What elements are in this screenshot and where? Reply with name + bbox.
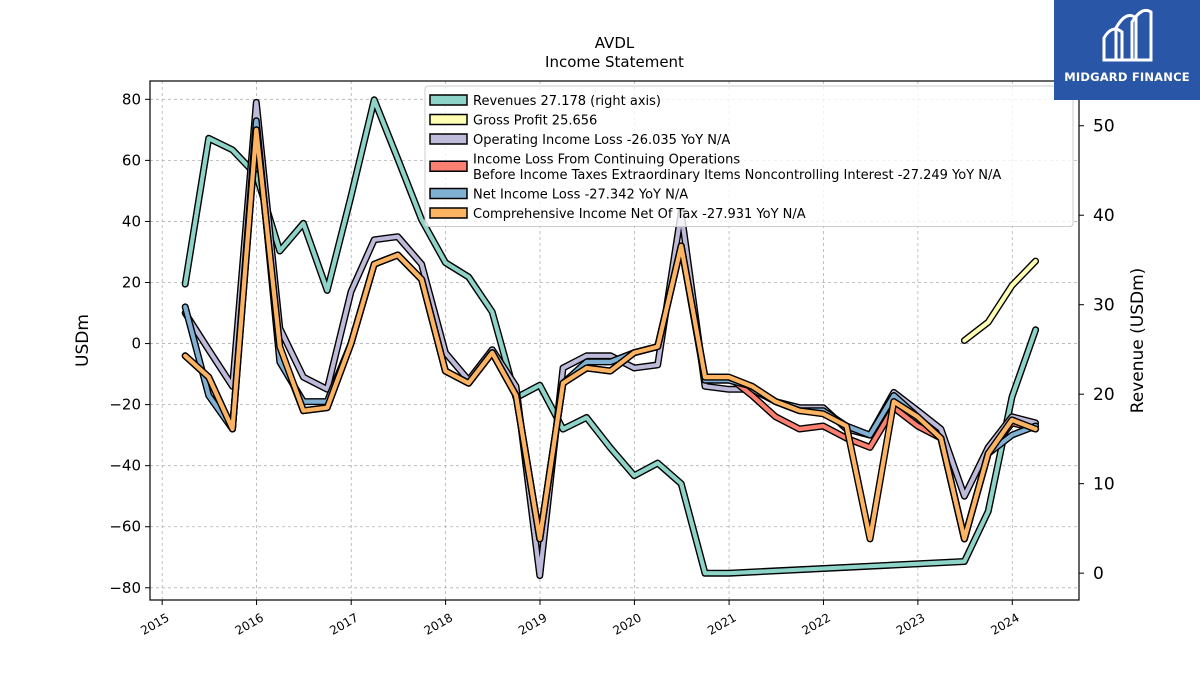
y-tick-label: −80 xyxy=(109,579,141,597)
y-tick-label: −60 xyxy=(109,518,141,536)
legend-label-3: Before Income Taxes Extraordinary Items … xyxy=(473,168,1001,183)
y2-tick-label: 50 xyxy=(1093,117,1115,137)
chart-subtitle: Income Statement xyxy=(545,53,684,71)
legend-label-0: Revenues 27.178 (right axis) xyxy=(473,94,661,109)
x-tick-label: 2020 xyxy=(610,610,643,637)
series-0-line xyxy=(183,97,1038,576)
y-tick-label: 0 xyxy=(131,335,141,353)
chart-title: AVDL xyxy=(595,34,635,52)
x-tick-label: 2024 xyxy=(988,610,1021,637)
legend-label-2: Operating Income Loss -26.035 YoY N/A xyxy=(473,133,730,148)
series-1-line xyxy=(962,259,1038,343)
plot-frame xyxy=(149,80,1080,601)
series-layer xyxy=(181,96,1040,580)
legend-swatch-4 xyxy=(429,187,468,200)
y-tick-label: 20 xyxy=(122,273,141,291)
x-tick-label: 2022 xyxy=(800,610,833,637)
x-tick-label: 2016 xyxy=(233,610,266,637)
y2-tick-label: 0 xyxy=(1093,564,1104,584)
y2-tick-label: 10 xyxy=(1093,475,1115,495)
y2-tick-label: 30 xyxy=(1093,296,1115,316)
legend-swatch-2 xyxy=(429,133,468,145)
logo-mark-icon xyxy=(1102,8,1153,62)
y-tick-label: −40 xyxy=(109,457,141,475)
x-tick-label: 2018 xyxy=(422,610,455,637)
y-axis-label: USDm xyxy=(73,314,93,367)
x-tick-label: 2021 xyxy=(705,610,738,637)
y2-tick-label: 20 xyxy=(1093,385,1115,405)
y-tick-label: 60 xyxy=(122,151,141,169)
logo-text: MIDGARD FINANCE xyxy=(1064,70,1190,84)
x-tick-label: 2019 xyxy=(516,610,549,637)
legend: Revenues 27.178 (right axis) Gross Profit… xyxy=(424,85,1074,227)
midgard-finance-logo: MIDGARD FINANCE xyxy=(1054,0,1200,100)
legend-label-1: Gross Profit 25.656 xyxy=(473,114,597,129)
y-tick-label: 40 xyxy=(122,212,141,230)
y-tick-label: 80 xyxy=(122,90,141,108)
legend-swatch-0 xyxy=(429,94,468,106)
legend-label-4: Net Income Loss -27.342 YoY N/A xyxy=(473,188,688,203)
legend-label-5: Comprehensive Income Net Of Tax -27.931 … xyxy=(473,207,806,222)
legend-box xyxy=(424,85,1074,227)
legend-swatch-5 xyxy=(429,207,468,219)
y-tick-label: −20 xyxy=(109,396,141,414)
y2-tick-label: 40 xyxy=(1093,206,1115,226)
series-5-line xyxy=(183,127,1038,542)
x-tick-label: 2017 xyxy=(327,610,360,637)
legend-label-3: Income Loss From Continuing Operations xyxy=(473,153,740,168)
legend-swatch-3 xyxy=(429,160,468,172)
y2-axis-label: Revenue (USDm) xyxy=(1128,268,1148,414)
x-tick-label: 2023 xyxy=(894,610,927,637)
legend-swatch-1 xyxy=(429,113,468,126)
x-tick-label: 2015 xyxy=(138,610,171,637)
